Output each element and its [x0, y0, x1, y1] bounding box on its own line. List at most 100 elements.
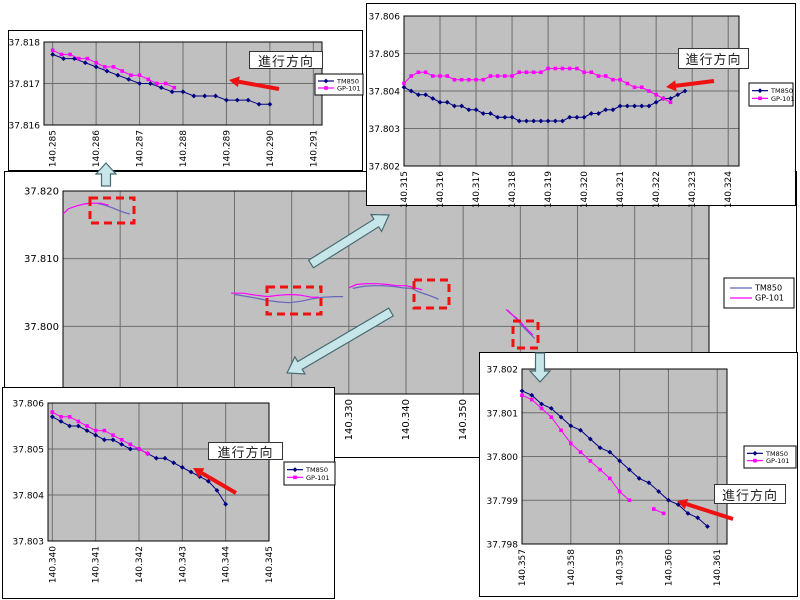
direction-arrow-head: [229, 76, 240, 88]
gp101-marker: [549, 415, 554, 419]
gp101-marker: [423, 70, 428, 75]
tm850-marker: [752, 450, 758, 456]
y-tick-label: 37.817: [9, 80, 40, 90]
y-tick-label: 37.805: [13, 446, 45, 456]
legend-label: GP-101: [306, 474, 330, 482]
y-tick-label: 37.803: [13, 538, 45, 548]
series-gp-101: [348, 283, 423, 291]
gp101-marker: [488, 74, 493, 78]
gp101-marker: [93, 428, 98, 433]
gp101-marker: [639, 85, 644, 90]
tm850-marker: [568, 423, 574, 429]
series-tm850: [96, 202, 131, 215]
tm850-marker: [581, 114, 587, 120]
tm850-marker: [61, 56, 66, 61]
y-tick-label: 37.810: [24, 254, 59, 265]
x-tick-label: 140.344: [222, 546, 232, 583]
legend-box: [283, 461, 336, 486]
tm850-marker: [545, 118, 551, 124]
tm850-marker: [610, 107, 616, 113]
tm850-marker: [104, 68, 110, 74]
x-tick-label: 140.345: [265, 546, 275, 583]
tm850-marker: [560, 118, 565, 124]
gp101-marker: [758, 96, 762, 101]
tm850-marker: [101, 437, 107, 443]
tm850-marker: [223, 501, 229, 507]
gp101-marker: [146, 77, 151, 82]
tm850-marker: [639, 103, 645, 109]
tm850-marker: [603, 107, 609, 113]
gp101-marker: [578, 450, 583, 454]
y-tick-label: 37.799: [487, 497, 519, 507]
tm850-marker: [58, 419, 64, 424]
gp101-marker: [111, 65, 116, 69]
inset-chart-upper-left: 140.285 140.286 140.287 140.288 140.289 140.2…: [8, 30, 364, 171]
tm850-marker: [538, 118, 544, 124]
tm850-marker: [596, 111, 601, 116]
direction-arrow-head: [193, 468, 205, 478]
y-tick-label: 37.802: [369, 163, 401, 173]
y-tick-label: 37.816: [9, 122, 40, 132]
tm850-marker: [213, 93, 218, 99]
tm850-marker: [509, 114, 515, 120]
gp101-marker: [438, 74, 442, 78]
gp101-marker: [474, 77, 478, 82]
gp101-marker: [520, 393, 524, 398]
gp101-marker: [596, 74, 601, 78]
gp101-marker: [59, 415, 63, 419]
tm850-marker: [597, 445, 603, 451]
tm850-marker: [202, 93, 208, 99]
gp101-marker: [402, 81, 406, 86]
x-tick-label: 140.323: [688, 171, 698, 207]
x-tick-label: 140.358: [567, 549, 577, 586]
tm850-marker: [82, 60, 88, 66]
tm850-marker: [444, 99, 450, 105]
gp101-marker: [103, 65, 107, 69]
y-tick-label: 37.804: [13, 492, 45, 502]
tm850-marker: [171, 460, 177, 466]
gp101-marker: [111, 433, 115, 437]
x-tick-label: 140.322: [652, 171, 662, 207]
direction-of-travel-label: 進行方向: [208, 442, 283, 461]
series-tm850: [352, 285, 439, 300]
y-tick-label: 37.806: [369, 13, 401, 23]
gp101-marker: [603, 74, 608, 78]
tm850-marker: [636, 475, 642, 481]
tm850-marker: [191, 93, 197, 99]
direction-arrow-head: [666, 80, 677, 92]
inset-chart-lower-right-canvas: 140.357 140.358 140.359 140.360 140.361 37.79…: [487, 366, 797, 586]
tm850-marker: [267, 101, 273, 107]
tm850-marker: [519, 388, 525, 394]
tm850-marker: [548, 405, 554, 411]
gp101-marker: [598, 467, 602, 472]
tm850-marker: [180, 89, 186, 95]
gp101-marker: [539, 406, 544, 411]
gp101-marker: [575, 66, 579, 71]
x-tick-label: 140.320: [580, 171, 590, 207]
gp101-marker: [85, 56, 90, 61]
gp101-marker: [588, 459, 593, 463]
gp101-marker: [495, 74, 500, 78]
tm850-marker: [473, 107, 479, 113]
gp101-marker: [416, 70, 421, 75]
tm850-marker: [488, 111, 493, 116]
legend-label: TM850: [765, 450, 788, 458]
tm850-marker: [214, 488, 220, 493]
tm850-marker: [617, 458, 623, 464]
gp101-marker: [459, 77, 464, 82]
x-tick-label: 140.324: [724, 171, 734, 207]
gp101-marker: [661, 96, 666, 101]
legend-label: GP-101: [771, 95, 795, 103]
legend-box: [723, 277, 795, 309]
tm850-marker: [323, 78, 329, 84]
gp101-marker: [625, 81, 630, 86]
gp101-marker: [608, 476, 612, 481]
x-tick-label: 140.343: [178, 546, 188, 583]
y-tick-label: 37.802: [487, 366, 519, 376]
direction-arrow: [238, 79, 280, 91]
gp101-marker: [445, 74, 450, 78]
gp101-marker: [50, 48, 55, 53]
y-tick-label: 37.801: [487, 409, 519, 419]
x-tick-label: 140.361: [713, 549, 723, 586]
